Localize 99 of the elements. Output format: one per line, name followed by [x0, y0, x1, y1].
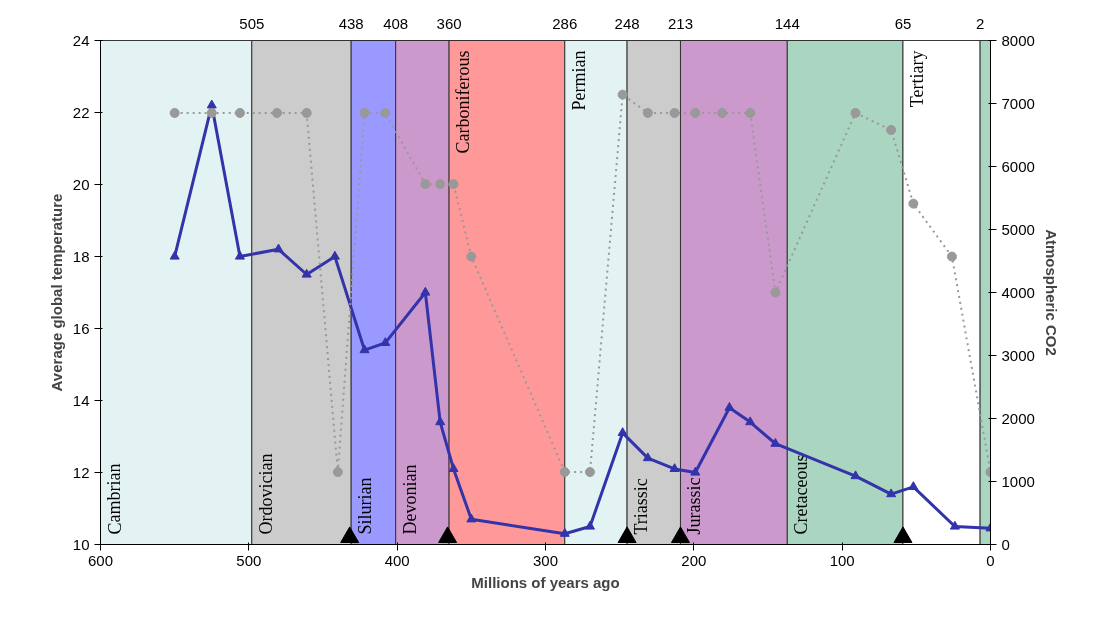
point — [642, 107, 653, 118]
annotation: 144 — [774, 14, 800, 32]
point — [420, 286, 431, 296]
y2-tick-label: 5000 — [1001, 220, 1035, 238]
band-label: Cambrian — [104, 463, 125, 535]
y2-tick-label: 6000 — [1001, 157, 1035, 175]
annotation: 505 — [239, 14, 265, 32]
y2-tick-label: 1000 — [1001, 472, 1035, 490]
y2-tick-label: 0 — [1001, 535, 1010, 553]
x-tick-label: 0 — [986, 551, 995, 569]
annotation: 408 — [383, 14, 409, 32]
point — [234, 250, 245, 260]
point — [585, 520, 595, 530]
annotation: 438 — [338, 14, 364, 32]
point — [745, 416, 756, 426]
y2-tick-label: 7000 — [1001, 94, 1035, 112]
x-tick-label: 300 — [532, 551, 559, 569]
point — [380, 337, 391, 346]
x-tick-label: 400 — [384, 551, 410, 569]
point — [949, 520, 960, 530]
point — [206, 107, 217, 118]
y-tick-label: 20 — [72, 175, 90, 193]
point — [850, 470, 861, 480]
y2-axis-title: Atmospheric CO2 — [1042, 229, 1060, 356]
x-tick-label: 600 — [87, 551, 114, 569]
point — [559, 467, 570, 478]
y-tick-label: 24 — [72, 31, 90, 49]
x-tick-label: 100 — [829, 551, 855, 569]
point — [448, 463, 459, 472]
point — [380, 107, 391, 118]
point — [272, 107, 283, 118]
band-label: Jurassic — [684, 477, 705, 535]
y-tick-label: 18 — [72, 247, 90, 265]
point — [435, 179, 446, 190]
point — [690, 107, 701, 118]
band-label: Permian — [568, 50, 589, 111]
band-label: Cretaceous — [791, 454, 812, 535]
point — [617, 427, 628, 436]
annotation: 2 — [975, 14, 985, 32]
point — [908, 198, 919, 209]
band-label: Carboniferous — [453, 50, 474, 154]
y2-tick-label: 8000 — [1001, 31, 1035, 49]
point — [438, 526, 458, 543]
point — [886, 124, 897, 135]
band-label: Ordovician — [255, 453, 276, 535]
point — [329, 250, 340, 260]
point — [690, 466, 701, 476]
point — [466, 513, 477, 523]
point — [745, 107, 756, 118]
point — [420, 179, 431, 190]
point — [669, 107, 680, 118]
point — [585, 467, 595, 478]
point — [169, 250, 180, 260]
point — [946, 251, 957, 262]
y-axis-title: Average global temperature — [47, 193, 65, 392]
annotation: 248 — [614, 14, 640, 32]
y2-tick-label: 2000 — [1001, 409, 1035, 427]
point — [908, 481, 919, 490]
y2-tick-label: 3000 — [1001, 346, 1035, 364]
x-axis-title: Millions of years ago — [471, 573, 620, 591]
point — [234, 107, 245, 118]
point — [301, 107, 312, 118]
band-label: Devonian — [399, 464, 420, 535]
point — [273, 243, 284, 253]
band-label: Silurian — [355, 477, 376, 535]
x-tick-label: 200 — [681, 551, 707, 569]
y2-tick-label: 4000 — [1001, 283, 1035, 301]
point — [770, 287, 781, 298]
point — [559, 528, 570, 537]
point — [717, 107, 728, 118]
annotation: 286 — [552, 14, 578, 32]
y-tick-label: 22 — [72, 103, 90, 121]
annotation: 213 — [667, 14, 693, 32]
y-tick-label: 10 — [72, 535, 90, 553]
point — [770, 438, 781, 447]
y-tick-label: 12 — [72, 463, 90, 481]
point — [893, 526, 913, 543]
point — [359, 344, 370, 354]
point — [466, 251, 477, 262]
point — [359, 107, 370, 118]
band-label: Triassic — [631, 478, 652, 535]
point — [332, 467, 343, 478]
annotation: 65 — [894, 14, 912, 32]
point — [206, 99, 217, 109]
point — [340, 526, 360, 543]
point — [617, 89, 628, 100]
point — [642, 452, 653, 462]
point — [669, 463, 680, 472]
point — [886, 488, 897, 498]
annotation: 360 — [436, 14, 462, 32]
point — [724, 402, 735, 411]
point — [448, 179, 459, 190]
point — [850, 107, 861, 118]
point — [301, 268, 312, 278]
point — [169, 107, 180, 118]
y-tick-label: 16 — [72, 319, 90, 337]
y-tick-label: 14 — [72, 391, 90, 409]
band-label: Tertiary — [906, 50, 927, 108]
x-tick-label: 500 — [236, 551, 262, 569]
